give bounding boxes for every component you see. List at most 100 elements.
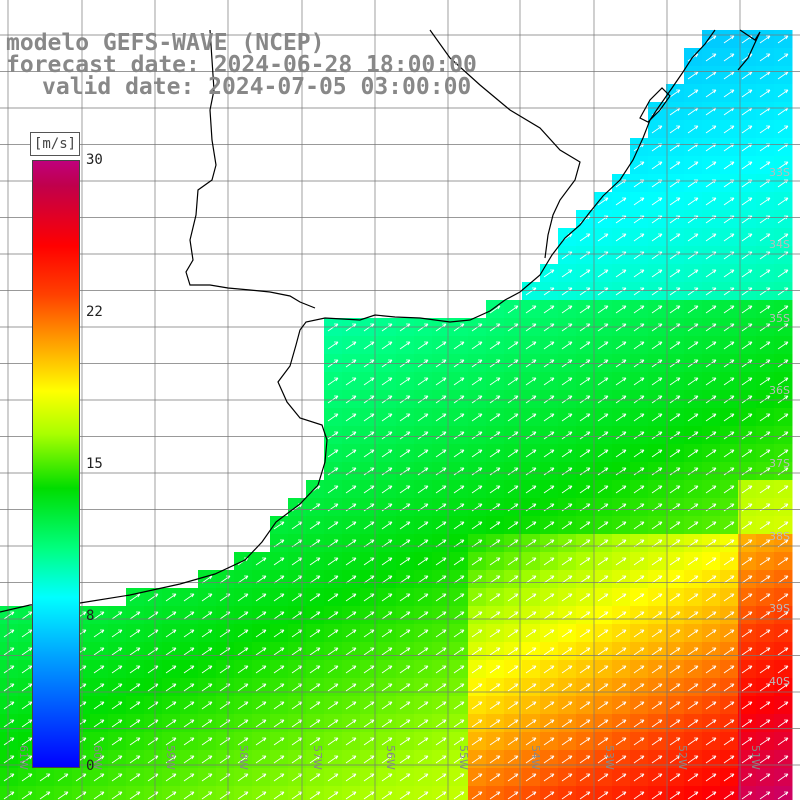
wind-arrow <box>363 413 375 422</box>
wind-cell <box>252 786 271 804</box>
wind-arrow <box>309 629 321 638</box>
wind-arrow <box>705 413 717 422</box>
wind-arrow <box>129 647 141 656</box>
wind-arrow <box>777 629 789 638</box>
wind-arrow <box>543 377 555 386</box>
wind-arrow <box>93 647 105 656</box>
wind-arrow <box>381 431 393 440</box>
wind-arrow <box>93 737 105 746</box>
wind-arrow <box>417 791 429 800</box>
wind-arrow <box>489 665 501 674</box>
wind-arrow <box>633 377 645 386</box>
wind-arrow <box>255 719 267 728</box>
wind-arrow <box>453 593 465 602</box>
wind-arrow <box>399 593 411 602</box>
wind-arrow <box>327 593 339 602</box>
wind-arrow <box>705 593 717 602</box>
wind-arrow <box>309 593 321 602</box>
wind-arrow <box>705 485 717 494</box>
wind-arrow <box>471 611 483 620</box>
wind-arrow <box>759 89 771 98</box>
wind-arrow <box>705 53 717 62</box>
wind-arrow <box>435 467 447 476</box>
wind-arrow <box>669 341 681 350</box>
wind-arrow <box>615 629 627 638</box>
wind-arrow <box>579 701 591 710</box>
wind-cell <box>180 786 199 804</box>
wind-arrow <box>417 593 429 602</box>
wind-arrow <box>579 737 591 746</box>
wind-arrow <box>543 773 555 782</box>
wind-arrow <box>687 575 699 584</box>
wind-arrow <box>723 449 735 458</box>
lat-label: 33S <box>769 166 790 179</box>
wind-arrow <box>633 791 645 800</box>
wind-arrow <box>687 755 699 764</box>
wind-arrow <box>669 323 681 332</box>
wind-arrow <box>453 413 465 422</box>
wind-arrow <box>615 305 627 314</box>
wind-arrow <box>777 521 789 530</box>
wind-arrow <box>327 377 339 386</box>
wind-arrow <box>687 467 699 476</box>
wind-arrow <box>21 611 33 620</box>
wind-arrow <box>741 701 753 710</box>
wind-arrow <box>759 593 771 602</box>
wind-cell <box>288 786 307 804</box>
wind-arrow <box>705 161 717 170</box>
wind-arrow <box>651 647 663 656</box>
wind-arrow <box>471 485 483 494</box>
wind-arrow <box>93 755 105 764</box>
wind-arrow <box>759 305 771 314</box>
wind-arrow <box>633 161 645 170</box>
wind-arrow <box>651 683 663 692</box>
wind-arrow <box>399 521 411 530</box>
wind-arrow <box>633 323 645 332</box>
wind-arrow <box>399 377 411 386</box>
wind-arrow <box>651 665 663 674</box>
wind-arrow <box>777 485 789 494</box>
wind-arrow <box>3 701 15 710</box>
wind-arrow <box>777 593 789 602</box>
wind-arrow <box>363 521 375 530</box>
wind-arrow <box>21 755 33 764</box>
wind-arrow <box>669 683 681 692</box>
wind-arrow <box>669 557 681 566</box>
lon-label: 51W <box>749 745 762 770</box>
wind-arrow <box>309 683 321 692</box>
wind-arrow <box>615 737 627 746</box>
wind-arrow <box>381 413 393 422</box>
wind-arrow <box>723 521 735 530</box>
wind-arrow <box>399 647 411 656</box>
wind-arrow <box>489 611 501 620</box>
wind-arrow <box>327 557 339 566</box>
wind-cell <box>198 786 217 804</box>
wind-arrow <box>453 521 465 530</box>
wind-cell <box>702 786 721 804</box>
wind-arrow <box>3 629 15 638</box>
wind-arrow <box>39 773 51 782</box>
wind-arrow <box>435 395 447 404</box>
wind-arrow <box>381 791 393 800</box>
wind-arrow <box>363 719 375 728</box>
wind-arrow <box>363 773 375 782</box>
wind-arrow <box>579 755 591 764</box>
wind-arrow <box>345 755 357 764</box>
wind-arrow <box>759 341 771 350</box>
wind-arrow <box>435 665 447 674</box>
wind-arrow <box>687 701 699 710</box>
wind-arrow <box>183 593 195 602</box>
wind-arrow <box>489 377 501 386</box>
wind-arrow <box>723 791 735 800</box>
wind-arrow <box>39 791 51 800</box>
wind-arrow <box>543 269 555 278</box>
wind-arrow <box>597 629 609 638</box>
wind-arrow <box>399 755 411 764</box>
wind-arrow <box>453 701 465 710</box>
wind-arrow <box>579 305 591 314</box>
wind-arrow <box>183 755 195 764</box>
wind-arrow <box>255 665 267 674</box>
wind-arrow <box>651 521 663 530</box>
wind-arrow <box>651 395 663 404</box>
